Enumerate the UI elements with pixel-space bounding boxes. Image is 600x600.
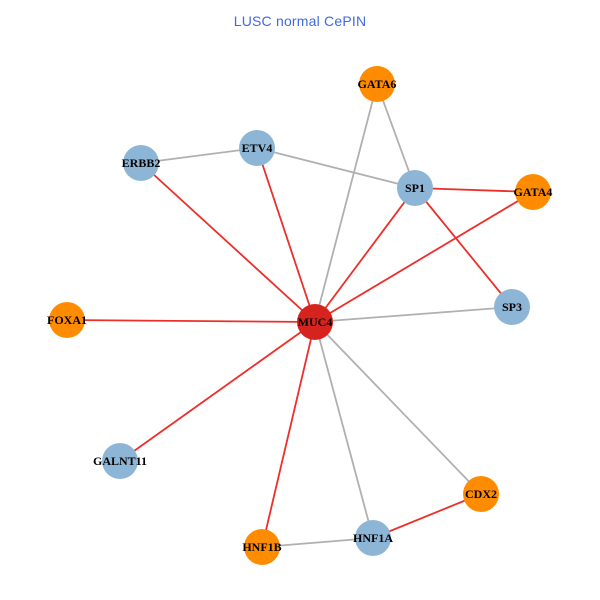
node-ERBB2 (123, 145, 159, 181)
edge-GATA4-MUC4 (314, 191, 534, 323)
edge-GATA6-SP1 (376, 83, 416, 189)
edge-CDX2-MUC4 (314, 321, 482, 495)
node-label-GALNT11: GALNT11 (93, 454, 147, 468)
node-SP1 (397, 170, 433, 206)
node-ETV4 (239, 130, 275, 166)
node-MUC4 (297, 304, 333, 340)
edge-ETV4-SP1 (256, 147, 416, 189)
node-label-GATA4: GATA4 (514, 185, 553, 199)
node-label-ETV4: ETV4 (242, 141, 273, 155)
edge-HNF1B-HNF1A (261, 537, 374, 548)
edge-HNF1A-MUC4 (314, 321, 374, 539)
edge-ERBB2-MUC4 (140, 162, 316, 323)
node-SP3 (494, 289, 530, 325)
node-GATA4 (515, 174, 551, 210)
node-GALNT11 (102, 443, 138, 479)
edge-SP3-MUC4 (314, 306, 513, 323)
edge-GALNT11-MUC4 (119, 321, 316, 462)
node-GATA6 (359, 66, 395, 102)
node-label-FOXA1: FOXA1 (47, 313, 87, 327)
node-label-MUC4: MUC4 (298, 315, 333, 329)
node-label-CDX2: CDX2 (465, 487, 497, 501)
edge-HNF1A-CDX2 (372, 493, 482, 539)
edge-ETV4-MUC4 (256, 147, 316, 323)
edge-FOXA1-MUC4 (66, 319, 316, 323)
node-label-GATA6: GATA6 (358, 77, 397, 91)
node-HNF1B (244, 529, 280, 565)
node-label-HNF1A: HNF1A (353, 531, 393, 545)
node-FOXA1 (49, 302, 85, 338)
node-label-HNF1B: HNF1B (242, 540, 281, 554)
node-label-SP3: SP3 (502, 300, 522, 314)
edge-SP1-GATA4 (414, 187, 534, 193)
edge-SP1-MUC4 (314, 187, 416, 323)
edge-ERBB2-ETV4 (140, 147, 258, 164)
edge-SP1-SP3 (414, 187, 513, 308)
edge-GATA6-MUC4 (314, 83, 378, 323)
node-label-SP1: SP1 (405, 181, 425, 195)
node-HNF1A (355, 520, 391, 556)
plot-title: LUSC normal CePIN (233, 13, 367, 29)
node-label-ERBB2: ERBB2 (122, 156, 161, 170)
edge-HNF1B-MUC4 (261, 321, 316, 548)
node-CDX2 (463, 476, 499, 512)
